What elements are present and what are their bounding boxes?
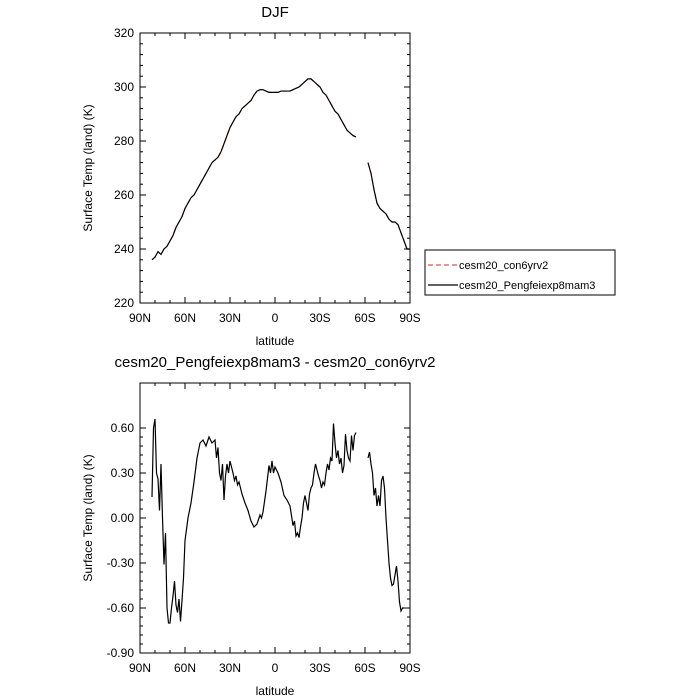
legend-box [424, 249, 616, 296]
legend-label: cesm20_con6yrv2 [459, 260, 548, 272]
x-tick-label: 30N [219, 661, 241, 675]
x-tick-label: 60S [354, 661, 375, 675]
y-tick-label: 0.30 [111, 466, 135, 480]
y-tick-label: 0.00 [111, 511, 135, 525]
series-line [367, 451, 404, 613]
y-tick-label: 0.60 [111, 421, 135, 435]
legend-label: cesm20_Pengfeiexp8mam3 [459, 280, 595, 292]
x-tick-label: 60N [174, 311, 196, 325]
y-tick-label: 280 [114, 134, 134, 148]
chart-title: DJF [261, 4, 289, 21]
y-tick-label: 300 [114, 80, 134, 94]
x-tick-label: 90N [129, 311, 151, 325]
x-axis-title: latitude [256, 684, 295, 698]
y-tick-label: 240 [114, 242, 134, 256]
y-axis-title: Surface Temp (land) (K) [81, 454, 95, 581]
series-line [367, 162, 410, 250]
series-line [151, 78, 357, 261]
x-tick-label: 30N [219, 311, 241, 325]
x-tick-label: 30S [309, 311, 330, 325]
series-line [151, 418, 357, 624]
x-tick-label: 90S [399, 311, 420, 325]
x-axis-title: latitude [256, 334, 295, 348]
x-tick-label: 60S [354, 311, 375, 325]
x-tick-label: 90S [399, 661, 420, 675]
y-tick-label: 260 [114, 188, 134, 202]
x-tick-label: 0 [272, 661, 279, 675]
x-tick-label: 0 [272, 311, 279, 325]
x-tick-label: 60N [174, 661, 196, 675]
chart-title: cesm20_Pengfeiexp8mam3 - cesm20_con6yrv2 [115, 354, 436, 371]
y-tick-label: -0.60 [107, 601, 135, 615]
y-tick-label: -0.30 [107, 556, 135, 570]
y-axis-title: Surface Temp (land) (K) [81, 104, 95, 231]
x-tick-label: 30S [309, 661, 330, 675]
y-tick-label: 220 [114, 296, 134, 310]
y-tick-label: -0.90 [107, 646, 135, 660]
series-line [151, 78, 357, 261]
x-tick-label: 90N [129, 661, 151, 675]
series-line [367, 162, 410, 250]
y-tick-label: 320 [114, 26, 134, 40]
